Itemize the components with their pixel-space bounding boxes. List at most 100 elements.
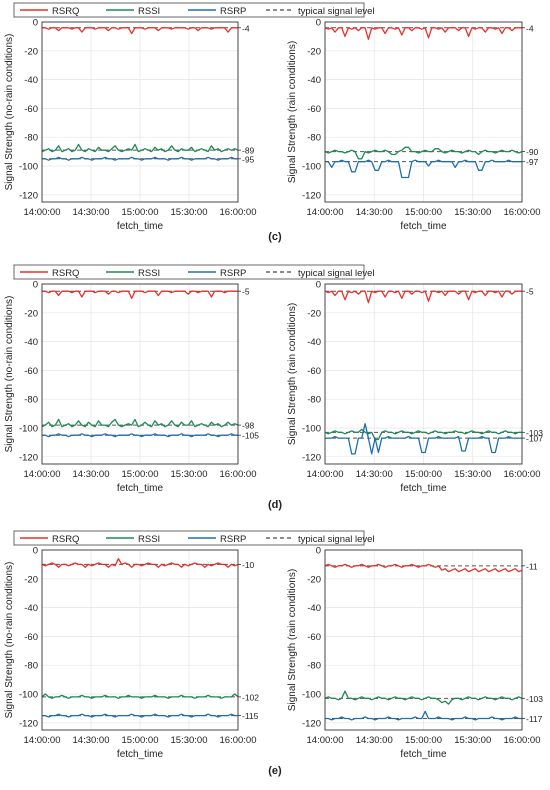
series-line-rsrp	[325, 159, 522, 179]
series-line-rsrq	[324, 290, 522, 304]
end-label-rsrp: -105	[242, 431, 259, 441]
x-axis-title: fetch_time	[117, 221, 164, 232]
x-axis-title: fetch_time	[117, 483, 164, 494]
x-tick-label: 14:30:00	[73, 735, 110, 746]
y-tick-label: 0	[33, 546, 38, 557]
plot-area-frame	[324, 549, 523, 731]
x-tick-label: 14:00:00	[307, 735, 344, 746]
x-tick-label: 14:00:00	[24, 735, 61, 746]
x-tick-label: 14:30:00	[356, 207, 393, 218]
figure-caption: (e)	[268, 765, 282, 777]
x-tick-label: 14:00:00	[24, 469, 61, 480]
x-axis-title: fetch_time	[400, 749, 447, 760]
x-tick-label: 15:30:00	[171, 735, 208, 746]
y-tick-label: 0	[316, 18, 321, 29]
x-tick-label: 14:30:00	[73, 207, 110, 218]
legend-label-rsrp: RSRP	[220, 534, 246, 545]
y-tick-label: -40	[307, 603, 321, 614]
x-tick-label: 15:30:00	[454, 207, 491, 218]
y-tick-label: -100	[302, 162, 321, 173]
y-tick-label: -40	[307, 337, 321, 348]
y-axis-title: Signal Strength (rain conditions)	[287, 303, 298, 445]
x-tick-label: 15:30:00	[171, 207, 208, 218]
legend-label-rsrq: RSRQ	[52, 268, 79, 279]
x-tick-label: 16:00:00	[220, 735, 257, 746]
legend-e: RSRQ RSSI RSRP typical signal level	[13, 530, 375, 546]
end-label-rssi: -102	[242, 692, 259, 702]
series-line-rssi	[324, 690, 523, 705]
series-line-rssi	[41, 418, 239, 428]
legend-label-rsrp: RSRP	[220, 268, 246, 279]
y-tick-label: -60	[24, 632, 38, 643]
plot-area-frame	[41, 549, 239, 731]
y-tick-label: -20	[24, 46, 38, 57]
figure-caption: (c)	[268, 231, 282, 243]
chart-panel-c-right: 0 -20 -40 -60 -80 -100 -120 14:00:00 14:30:00 15:…	[287, 18, 540, 233]
x-tick-label: 15:00:00	[405, 469, 442, 480]
legend-d: RSRQ RSSI RSRP typical signal level	[13, 264, 375, 280]
end-label-rsrp: -115	[242, 711, 259, 721]
y-tick-label: -100	[19, 162, 38, 173]
y-axis-title: Signal Strength (no-rain conditions)	[4, 296, 15, 453]
y-tick-label: -80	[24, 661, 38, 672]
x-axis-title: fetch_time	[117, 749, 164, 760]
series-line-rsrq	[324, 27, 522, 40]
end-label-rsrp: -107	[526, 434, 543, 444]
series-line-rsrp	[42, 433, 238, 438]
x-tick-label: 15:00:00	[122, 207, 159, 218]
y-tick-label: -80	[307, 395, 321, 406]
x-axis-title: fetch_time	[400, 483, 447, 494]
y-tick-label: -120	[19, 718, 38, 729]
plot-area-frame	[41, 21, 239, 203]
y-tick-label: -120	[302, 718, 321, 729]
end-label-rssi: -103	[526, 428, 543, 438]
x-tick-label: 16:00:00	[220, 469, 257, 480]
legend-label-typical-signal-level: typical signal level	[298, 6, 375, 17]
end-label-rssi: -89	[242, 146, 255, 156]
x-tick-label: 14:00:00	[307, 207, 344, 218]
y-tick-label: -40	[24, 75, 38, 86]
y-tick-label: 0	[33, 280, 38, 291]
y-tick-label: -120	[19, 452, 38, 463]
end-label-rsrp: -117	[526, 714, 543, 724]
series-line-rssi	[41, 693, 239, 699]
series-line-rssi	[324, 146, 523, 160]
series-line-rsrq	[41, 557, 239, 568]
x-tick-label: 15:30:00	[171, 469, 208, 480]
figure-caption: (d)	[268, 499, 282, 511]
series-line-rsrp	[325, 423, 522, 455]
x-tick-label: 16:00:00	[504, 735, 541, 746]
series-line-rssi	[324, 428, 522, 441]
end-label-rsrq: -4	[242, 23, 250, 33]
y-tick-label: -20	[24, 308, 38, 319]
y-tick-label: -40	[307, 75, 321, 86]
y-tick-label: 0	[316, 280, 321, 291]
y-tick-label: -100	[302, 690, 321, 701]
end-label-rssi: -103	[526, 694, 543, 704]
legend-label-rsrp: RSRP	[220, 6, 246, 17]
y-tick-label: 0	[316, 546, 321, 557]
y-tick-label: -60	[24, 104, 38, 115]
y-tick-label: -120	[302, 452, 321, 463]
x-tick-label: 15:00:00	[405, 207, 442, 218]
end-label-rsrq: -5	[526, 287, 534, 297]
x-tick-label: 16:00:00	[504, 207, 541, 218]
y-tick-label: -120	[19, 190, 38, 201]
x-tick-label: 16:00:00	[504, 469, 541, 480]
y-axis-title: Signal Strength (rain conditions)	[287, 41, 298, 183]
legend-label-typical-signal-level: typical signal level	[298, 534, 375, 545]
x-tick-label: 14:30:00	[356, 735, 393, 746]
y-tick-label: -120	[302, 190, 321, 201]
y-tick-label: -100	[19, 690, 38, 701]
legend-c: RSRQ RSSI RSRP typical signal level	[13, 2, 375, 18]
legend-label-rssi: RSSI	[138, 6, 160, 17]
x-tick-label: 15:00:00	[122, 469, 159, 480]
x-axis-title: fetch_time	[400, 221, 447, 232]
x-tick-label: 15:00:00	[405, 735, 442, 746]
x-tick-label: 14:00:00	[24, 207, 61, 218]
x-tick-label: 14:30:00	[73, 469, 110, 480]
legend-label-typical-signal-level: typical signal level	[298, 268, 375, 279]
x-tick-label: 14:00:00	[307, 469, 344, 480]
y-tick-label: -40	[24, 603, 38, 614]
